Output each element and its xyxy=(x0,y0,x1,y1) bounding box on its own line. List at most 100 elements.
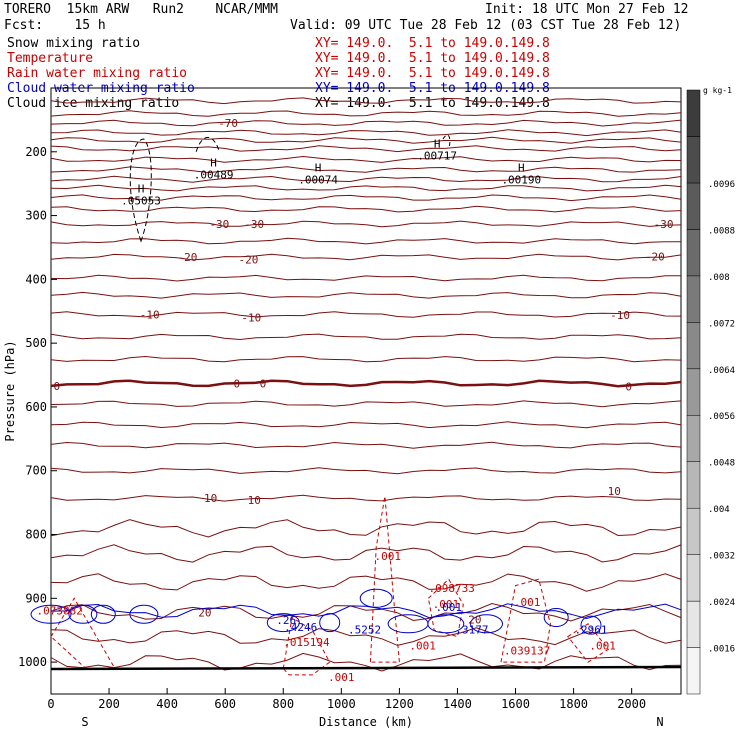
isotherm-label: 10 xyxy=(204,492,217,505)
isotherm-line xyxy=(50,421,682,429)
snow-max-value: .05053 xyxy=(121,195,161,208)
y-tick-label: 600 xyxy=(25,400,47,414)
colorbar-bin xyxy=(686,461,701,509)
cloud-label: .3177 xyxy=(455,623,488,636)
isotherm-line xyxy=(50,494,682,502)
legend-snow-xy: XY= 149.0. 5.1 to 149.0.149.8 xyxy=(315,36,550,51)
legend-snow-name: Snow mixing ratio xyxy=(7,36,141,51)
colorbar-bin xyxy=(686,554,701,602)
cloud-label: .26 xyxy=(276,614,296,627)
legend-rain-name: Rain water mixing ratio xyxy=(7,66,188,81)
isotherm-line xyxy=(50,627,682,646)
isotherm-label: -10 xyxy=(140,308,160,321)
init-time: Init: 18 UTC Mon 27 Feb 12 xyxy=(485,2,689,17)
snow-contour xyxy=(195,136,220,152)
isotherm-label: -30 xyxy=(654,218,674,231)
isotherm-label: -70 xyxy=(218,117,238,130)
isotherm-label: -30 xyxy=(244,218,264,231)
isotherm-line xyxy=(50,519,682,538)
isotherm-line xyxy=(50,194,682,202)
isotherm-line xyxy=(50,237,682,245)
cloud-contour xyxy=(90,604,116,624)
x-tick-label: 1600 xyxy=(501,697,530,711)
isotherm-line xyxy=(50,253,682,261)
isotherm-line xyxy=(50,311,682,318)
x-tick-label: 800 xyxy=(272,697,294,711)
y-tick-label: 300 xyxy=(25,209,47,223)
south-endpoint-label: S xyxy=(81,715,88,729)
legend-temperature-xy: XY= 149.0. 5.1 to 149.0.149.8 xyxy=(315,51,550,66)
isotherm-line xyxy=(50,184,682,192)
rain-label: .001 xyxy=(433,598,460,611)
x-tick-label: 200 xyxy=(98,697,120,711)
isotherms xyxy=(50,97,682,672)
colorbar-bin xyxy=(686,89,701,137)
snow-contour xyxy=(129,138,152,243)
isotherm-label: 20 xyxy=(198,606,211,619)
y-tick-label: 500 xyxy=(25,336,47,350)
cloud-label: .4246 xyxy=(284,621,317,634)
isotherm-line xyxy=(50,145,682,153)
legend-temperature-name: Temperature xyxy=(7,51,94,66)
isotherm-line xyxy=(50,379,682,388)
rain-contour xyxy=(369,496,400,663)
cloud-contour xyxy=(580,615,602,635)
cloud-contour xyxy=(427,614,465,634)
x-tick-label: 1200 xyxy=(385,697,414,711)
rain-label: .001 xyxy=(514,596,541,609)
isotherm-label: -10 xyxy=(610,309,630,322)
colorbar-unit: g kg-1 xyxy=(703,86,732,95)
rain-label: .001 xyxy=(375,550,402,563)
rain-label: .039137 xyxy=(504,644,550,657)
isotherm-line xyxy=(50,400,682,408)
rain-label: .001 xyxy=(589,639,616,652)
x-tick-label: 0 xyxy=(47,697,54,711)
cloud-contour xyxy=(50,603,682,620)
terrain-line xyxy=(50,665,682,671)
cloud-contours xyxy=(30,588,682,635)
isotherm-line xyxy=(50,129,682,137)
cloud-contour xyxy=(266,613,300,633)
colorbar-tick-label: .0088 xyxy=(708,226,735,236)
y-tick-label: 800 xyxy=(25,528,47,542)
isotherm-label: 0 xyxy=(625,381,632,394)
colorbar-bin xyxy=(686,414,701,462)
isotherm-line xyxy=(50,166,682,174)
rain-label: .073882 xyxy=(37,604,83,617)
isotherm-line xyxy=(50,119,682,127)
colorbar-tick-label: .0056 xyxy=(708,412,735,422)
y-tick-label: 400 xyxy=(25,272,47,286)
snow-max-value: .00717 xyxy=(417,149,457,162)
colorbar-tick-label: .0064 xyxy=(708,366,735,376)
colorbar-tick-label: .0072 xyxy=(708,319,735,329)
isotherm-line xyxy=(50,544,682,563)
cloud-label: .001 xyxy=(435,601,462,614)
colorbar-tick-label: .0024 xyxy=(708,598,735,608)
isotherm-label: -20 xyxy=(178,251,198,264)
cloud-contour xyxy=(129,604,159,624)
isotherm-line xyxy=(50,274,681,282)
isotherm-label: -30 xyxy=(209,218,229,231)
y-tick-label: 200 xyxy=(25,145,47,159)
cloud-contour xyxy=(319,613,341,633)
isotherm-line xyxy=(50,441,682,449)
rain-contour xyxy=(427,578,464,638)
isotherm-line xyxy=(50,175,682,183)
plot-frame xyxy=(50,87,682,695)
snow-max-value: .00190 xyxy=(501,174,541,187)
snow-contours xyxy=(129,134,451,243)
isotherm-line xyxy=(50,652,682,672)
isotherm-line xyxy=(50,291,682,299)
isotherm-label: 20 xyxy=(468,613,481,626)
snow-max-value: .00489 xyxy=(194,169,234,182)
x-tick-label: 600 xyxy=(214,697,236,711)
y-tick-label: 700 xyxy=(25,464,47,478)
isotherm-label: 10 xyxy=(248,494,261,507)
rain-label: .001 xyxy=(409,639,436,652)
snow-max-marker: H xyxy=(315,162,322,175)
colorbar-bin xyxy=(686,182,701,230)
colorbar-bin xyxy=(686,322,701,370)
isotherm-line xyxy=(50,97,682,105)
isotherm-label: 0 xyxy=(260,377,267,390)
